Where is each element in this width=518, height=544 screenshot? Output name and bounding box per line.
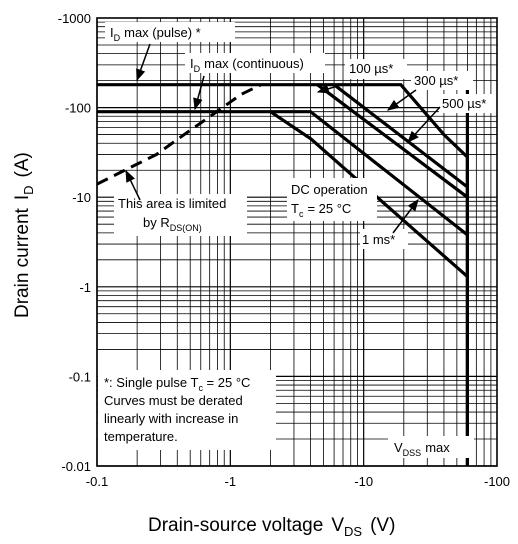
annotation-box xyxy=(345,59,407,79)
annotation-500us: 500 µs* xyxy=(442,96,486,111)
annotation-box xyxy=(411,71,473,90)
annotation-arrow xyxy=(392,199,419,234)
y-axis-label: Drain currentID(A) xyxy=(12,152,36,318)
y-tick-label: -0.01 xyxy=(61,459,91,474)
y-tick-label: -1 xyxy=(79,280,91,295)
annotation-arrow xyxy=(316,83,345,94)
note-line1: *: Single pulse Tc = 25 °C xyxy=(104,375,250,393)
annotation-box xyxy=(105,22,235,42)
annotation-arrow xyxy=(387,89,417,111)
tick-labels: -0.1 -1 -10 -100-1000-100-10-1-0.1-0.01 xyxy=(58,11,510,489)
series-line xyxy=(316,83,469,199)
annotation-dc-tc: Tc = 25 °C xyxy=(291,201,351,219)
annotation-box xyxy=(185,53,325,73)
annotation-box xyxy=(287,178,377,221)
annotation-arrow xyxy=(407,106,441,143)
x-axis-label: Drain-source voltage VDS (V) xyxy=(148,515,395,539)
annotations: ID max (pulse) * ID max (continuous) 100 µ… xyxy=(104,25,486,458)
y-tick-label: -100 xyxy=(65,101,91,116)
x-tick-label: -10 xyxy=(354,474,373,489)
series-line xyxy=(333,83,469,189)
annotation-box xyxy=(360,229,408,249)
annotation-arrow xyxy=(136,43,151,82)
annotation-arrow xyxy=(193,75,205,111)
annotation-arrows xyxy=(125,43,441,234)
annotation-arrow xyxy=(125,169,141,201)
annotation-1ms: 1 ms* xyxy=(362,232,395,247)
annotation-rds-line1: This area is limited xyxy=(118,196,226,211)
series-line xyxy=(270,110,469,237)
annotation-rds-line2: by RDS(ON) xyxy=(143,215,202,233)
annotation-boxes xyxy=(98,22,497,458)
y-tick-label: -0.1 xyxy=(69,369,91,384)
series-line xyxy=(270,83,469,466)
annotation-100us: 100 µs* xyxy=(349,61,393,76)
grid-lines xyxy=(96,18,497,467)
plot-frame xyxy=(96,17,498,467)
x-tick-label: -1 xyxy=(225,474,237,489)
annotation-box xyxy=(388,436,474,458)
note-line3: linearly with increase in xyxy=(104,411,238,426)
annotation-box xyxy=(114,194,247,236)
annotation-box xyxy=(439,94,497,113)
note-line4: temperature. xyxy=(104,429,178,444)
annotation-id-continuous: ID max (continuous) xyxy=(190,56,304,74)
annotation-dc-operation: DC operation xyxy=(291,182,368,197)
series-lines xyxy=(96,83,469,466)
annotation-300us: 300 µs* xyxy=(414,73,458,88)
annotation-id-pulse: ID max (pulse) * xyxy=(110,25,201,43)
y-tick-label: -10 xyxy=(72,190,91,205)
annotation-box xyxy=(98,370,276,450)
y-tick-label: -1000 xyxy=(58,11,91,26)
x-tick-label: -0.1 xyxy=(86,474,108,489)
annotation-vdss-max: VDSS max xyxy=(394,440,450,458)
x-tick-label: -100 xyxy=(484,474,510,489)
series-line xyxy=(269,110,469,278)
note-line2: Curves must be derated xyxy=(104,393,243,408)
series-line xyxy=(96,83,262,186)
